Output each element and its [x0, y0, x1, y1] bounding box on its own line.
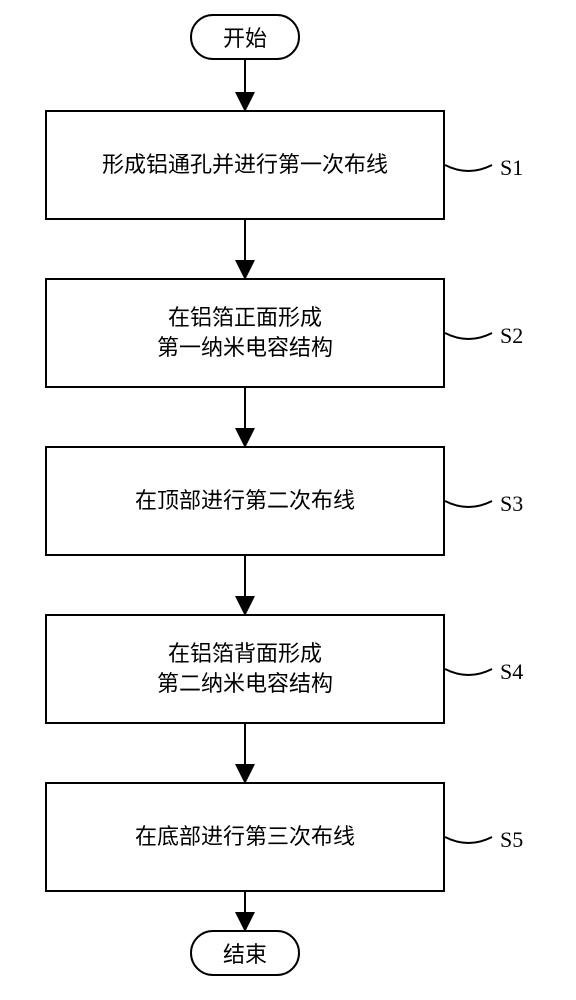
step-label: S2 — [500, 323, 523, 349]
process-step-text: 在铝箔背面形成 第二纳米电容结构 — [157, 639, 333, 698]
flowchart-canvas: 开始 形成铝通孔并进行第一次布线 S1 在铝箔正面形成 第一纳米电容结构 S2 在顶部进… — [0, 0, 576, 1000]
end-terminator: 结束 — [190, 930, 300, 976]
step-label: S5 — [500, 827, 523, 853]
process-step-text: 形成铝通孔并进行第一次布线 — [102, 150, 388, 180]
process-step-text: 在底部进行第三次布线 — [135, 822, 355, 852]
start-terminator: 开始 — [190, 14, 300, 60]
process-step-text: 在顶部进行第二次布线 — [135, 486, 355, 516]
process-step-text: 在铝箔正面形成 第一纳米电容结构 — [157, 303, 333, 362]
process-step: 形成铝通孔并进行第一次布线 — [45, 110, 445, 220]
step-label: S3 — [500, 491, 523, 517]
process-step: 在底部进行第三次布线 — [45, 782, 445, 892]
start-label: 开始 — [223, 21, 267, 53]
process-step: 在铝箔正面形成 第一纳米电容结构 — [45, 278, 445, 388]
step-label: S4 — [500, 659, 523, 685]
end-label: 结束 — [223, 937, 267, 969]
step-label: S1 — [500, 155, 523, 181]
process-step: 在铝箔背面形成 第二纳米电容结构 — [45, 614, 445, 724]
process-step: 在顶部进行第二次布线 — [45, 446, 445, 556]
